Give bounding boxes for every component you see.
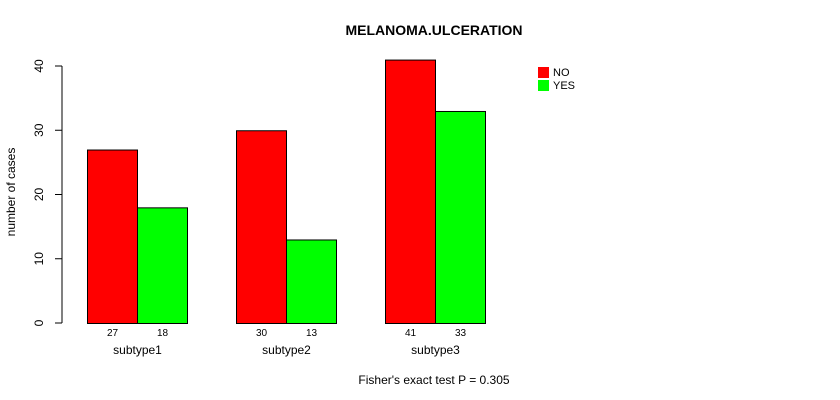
legend-swatch-no xyxy=(538,67,549,78)
bar-subtype2-yes xyxy=(286,239,337,325)
y-tick-label: 10 xyxy=(32,252,46,266)
legend-label-yes: YES xyxy=(553,80,575,92)
y-tick-label: 0 xyxy=(32,319,46,326)
category-labels-group: subtype1 subtype2 subtype3 xyxy=(113,343,460,357)
y-axis-label: number of cases xyxy=(4,148,18,237)
value-label-subtype3-no: 41 xyxy=(405,328,417,339)
category-label-subtype1: subtype1 xyxy=(113,343,162,357)
bar-subtype2-no xyxy=(236,130,287,324)
chart-title: MELANOMA.ULCERATION xyxy=(345,22,522,38)
bars-group xyxy=(87,59,486,325)
bar-subtype3-no xyxy=(385,59,436,324)
bar-subtype1-no xyxy=(87,149,138,324)
value-label-subtype1-no: 27 xyxy=(107,328,119,339)
y-axis: 0 10 20 30 40 xyxy=(32,59,63,326)
y-tick-label: 20 xyxy=(32,188,46,202)
bar-subtype3-yes xyxy=(435,110,486,324)
value-labels-group: 27 18 30 13 41 33 xyxy=(107,328,467,339)
value-label-subtype2-yes: 13 xyxy=(306,328,318,339)
category-label-subtype3: subtype3 xyxy=(411,343,460,357)
bar-subtype1-yes xyxy=(137,207,188,325)
y-tick-label: 40 xyxy=(32,59,46,73)
legend-label-no: NO xyxy=(553,67,570,79)
y-tick-label: 30 xyxy=(32,123,46,137)
category-label-subtype2: subtype2 xyxy=(262,343,311,357)
legend-swatch-yes xyxy=(538,80,549,91)
value-label-subtype3-yes: 33 xyxy=(455,328,467,339)
value-label-subtype2-no: 30 xyxy=(256,328,268,339)
value-label-subtype1-yes: 18 xyxy=(157,328,169,339)
fisher-test-footnote: Fisher's exact test P = 0.305 xyxy=(358,373,509,387)
